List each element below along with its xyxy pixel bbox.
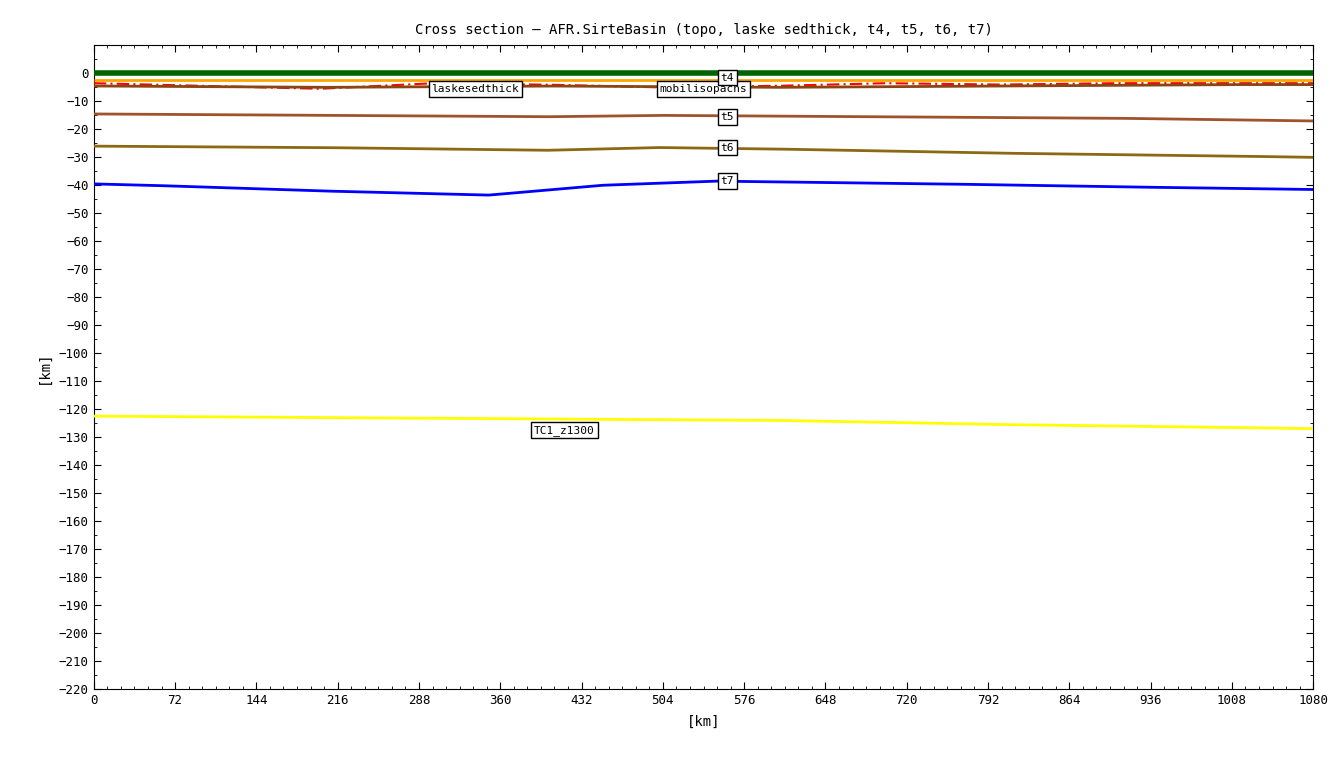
Text: mobilisopachs: mobilisopachs — [659, 84, 748, 94]
Title: Cross section – AFR.SirteBasin (topo, laske sedthick, t4, t5, t6, t7): Cross section – AFR.SirteBasin (topo, la… — [414, 23, 993, 37]
Y-axis label: [km]: [km] — [36, 350, 51, 384]
Text: t6: t6 — [721, 142, 734, 152]
X-axis label: [km]: [km] — [686, 715, 721, 729]
Text: t4: t4 — [721, 73, 734, 83]
Text: t7: t7 — [721, 176, 734, 186]
Text: t5: t5 — [721, 112, 734, 122]
Text: TC1_z1300: TC1_z1300 — [535, 425, 595, 435]
Text: laskesedthick: laskesedthick — [431, 84, 520, 94]
